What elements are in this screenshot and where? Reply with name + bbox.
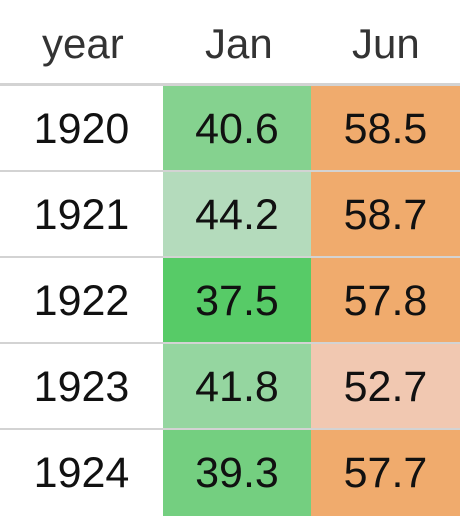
jan-cell: 37.5	[163, 258, 311, 344]
jun-cell: 58.7	[311, 172, 460, 258]
table-row: 1922 37.5 57.8	[0, 258, 460, 344]
table-row: 1923 41.8 52.7	[0, 344, 460, 430]
jun-cell: 57.8	[311, 258, 460, 344]
jan-cell: 41.8	[163, 344, 311, 430]
table-row: 1920 40.6 58.5	[0, 86, 460, 172]
column-header-jun: Jun	[352, 20, 420, 67]
year-cell: 1924	[0, 430, 163, 516]
year-cell: 1923	[0, 344, 163, 430]
column-header-year: year	[42, 20, 124, 67]
year-cell: 1921	[0, 172, 163, 258]
table-row: 1921 44.2 58.7	[0, 172, 460, 258]
table-row: 1924 39.3 57.7	[0, 430, 460, 516]
year-cell: 1922	[0, 258, 163, 344]
column-header-jan: Jan	[205, 20, 273, 67]
table-header-row: year Jan Jun	[0, 0, 460, 86]
jan-cell: 40.6	[163, 86, 311, 172]
jan-cell: 39.3	[163, 430, 311, 516]
jan-cell: 44.2	[163, 172, 311, 258]
jun-cell: 57.7	[311, 430, 460, 516]
jun-cell: 58.5	[311, 86, 460, 172]
jun-cell: 52.7	[311, 344, 460, 430]
year-cell: 1920	[0, 86, 163, 172]
